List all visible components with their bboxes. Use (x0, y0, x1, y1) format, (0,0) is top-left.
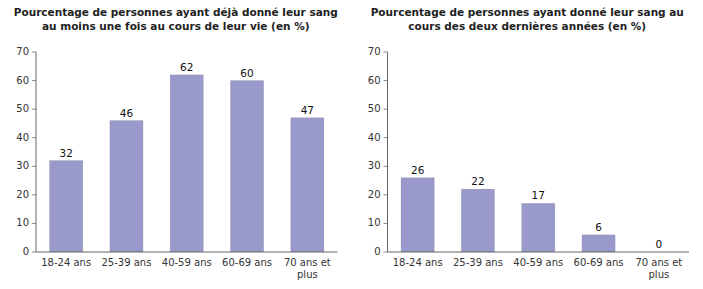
y-tick-label: 70 (16, 46, 29, 57)
y-tick (32, 109, 36, 110)
y-tick-label: 0 (374, 246, 380, 257)
x-tick-label: 25-39 ans (453, 257, 503, 268)
text-line: 25-39 ans (453, 257, 503, 268)
y-tick-label: 50 (368, 103, 381, 114)
x-axis-line (388, 252, 690, 253)
y-tick (32, 223, 36, 224)
bar (401, 178, 434, 252)
text-line: 25-39 ans (101, 257, 151, 268)
text-line: 60-69 ans (574, 257, 624, 268)
y-tick (32, 80, 36, 81)
y-tick-label: 60 (16, 75, 29, 86)
y-tick-label: 30 (368, 160, 381, 171)
data-label: 62 (180, 61, 193, 73)
y-tick (32, 252, 36, 253)
bar (50, 161, 83, 252)
bars (50, 75, 324, 252)
data-label: 32 (59, 147, 72, 159)
bar (461, 189, 494, 252)
y-tick (384, 137, 388, 138)
y-tick (384, 223, 388, 224)
x-axis-line (36, 252, 338, 253)
y-tick (384, 80, 388, 81)
text-line: 70 ans et (284, 257, 331, 268)
data-label: 17 (532, 189, 545, 201)
y-tick (384, 252, 388, 253)
text-line: Pourcentage de personnes ayant déjà donn… (14, 6, 338, 18)
y-tick-label: 20 (368, 189, 381, 200)
text-line: cours des deux dernières années (en %) (408, 20, 646, 32)
x-tick-label: 18-24 ans (41, 257, 91, 268)
x-tick-label: 25-39 ans (101, 257, 151, 268)
text-line: 18-24 ans (41, 257, 91, 268)
panel: Pourcentage de personnes ayant déjà donn… (14, 6, 338, 280)
bar (582, 235, 615, 252)
text-line: 40-59 ans (162, 257, 212, 268)
y-tick-label: 30 (16, 160, 29, 171)
bar (230, 81, 263, 252)
bar (522, 203, 555, 252)
panel: Pourcentage de personnes ayant donné leu… (368, 6, 689, 280)
text-line: 18-24 ans (393, 257, 443, 268)
text-line: au moins une fois au cours de leur vie (… (42, 20, 310, 32)
text-line: plus (649, 269, 670, 280)
chart-container: Pourcentage de personnes ayant déjà donn… (0, 0, 703, 289)
text-line: 60-69 ans (222, 257, 272, 268)
bar (170, 75, 203, 252)
y-tick (384, 166, 388, 167)
x-tick-label: 70 ans etplus (284, 257, 331, 280)
y-axis-line (387, 52, 388, 252)
bar (110, 121, 143, 252)
y-tick (32, 52, 36, 53)
chart-svg: Pourcentage de personnes ayant déjà donn… (0, 0, 703, 289)
data-label: 0 (656, 238, 663, 250)
data-label: 46 (120, 107, 134, 119)
y-tick (32, 166, 36, 167)
y-tick (384, 194, 388, 195)
data-label: 47 (301, 104, 314, 116)
y-tick (384, 52, 388, 53)
chart-title: Pourcentage de personnes ayant donné leu… (371, 6, 684, 32)
text-line: 40-59 ans (513, 257, 563, 268)
y-tick-label: 60 (368, 75, 381, 86)
bars (401, 178, 615, 252)
x-tick-label: 18-24 ans (393, 257, 443, 268)
y-tick (384, 109, 388, 110)
text-line: plus (297, 269, 318, 280)
y-axis-line (36, 52, 37, 252)
data-label: 22 (471, 175, 484, 187)
y-tick-label: 10 (16, 217, 29, 228)
y-tick-label: 0 (23, 246, 29, 257)
chart-title: Pourcentage de personnes ayant déjà donn… (14, 6, 338, 32)
y-tick-label: 40 (368, 132, 381, 143)
data-label: 26 (411, 164, 425, 176)
y-tick-label: 40 (16, 132, 29, 143)
x-tick-label: 40-59 ans (513, 257, 563, 268)
y-tick-label: 20 (16, 189, 29, 200)
data-label: 6 (595, 221, 602, 233)
x-tick-label: 60-69 ans (222, 257, 272, 268)
y-tick-label: 50 (16, 103, 29, 114)
y-tick-label: 10 (368, 217, 381, 228)
text-line: 70 ans et (635, 257, 682, 268)
y-tick-label: 70 (368, 46, 381, 57)
x-tick-label: 40-59 ans (162, 257, 212, 268)
x-tick-label: 60-69 ans (574, 257, 624, 268)
y-tick (32, 137, 36, 138)
text-line: Pourcentage de personnes ayant donné leu… (371, 6, 684, 18)
y-tick (32, 194, 36, 195)
bar (291, 118, 324, 252)
x-tick-label: 70 ans etplus (635, 257, 682, 280)
data-label: 60 (240, 67, 253, 79)
